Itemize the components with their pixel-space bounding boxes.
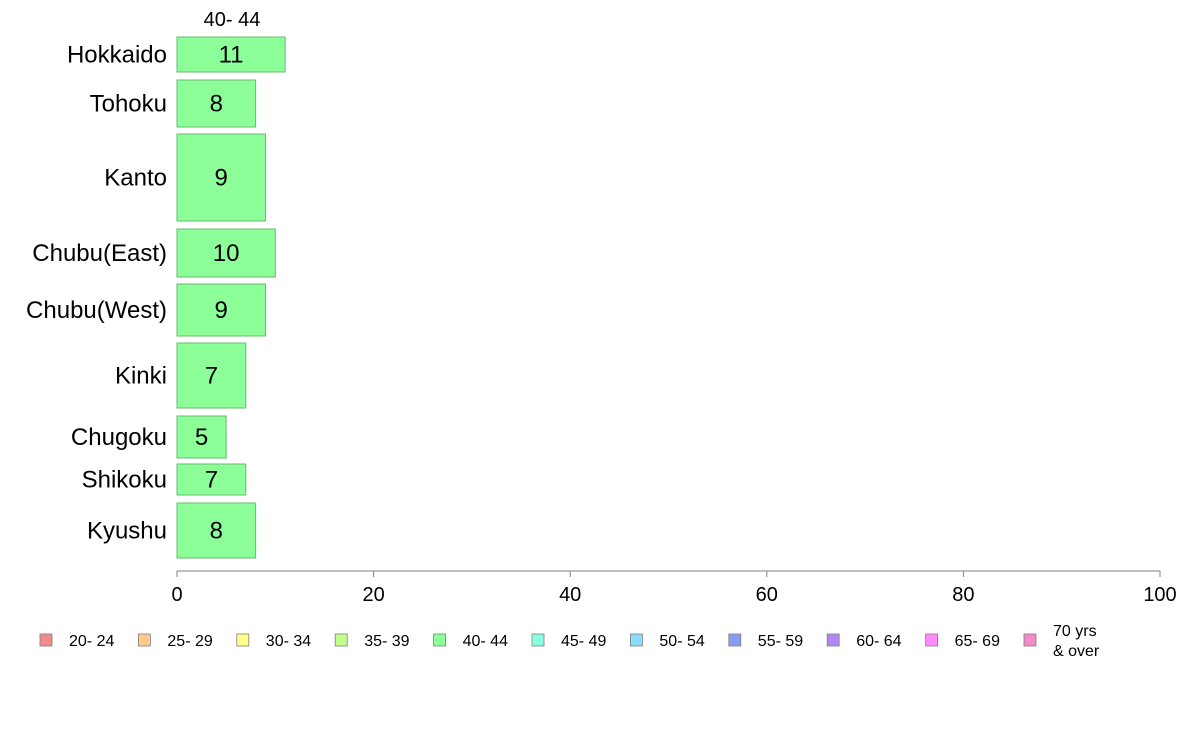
x-tick-label: 40 [559,584,581,606]
legend-swatch [728,633,742,647]
data-label: 7 [205,363,218,390]
bar [176,502,257,559]
category-label: Kyushu [87,518,167,545]
category-label: Shikoku [82,467,167,494]
x-tick-label: 0 [171,584,182,606]
series-header: 40- 44 [204,9,261,31]
x-tick-label: 20 [362,584,384,606]
legend: 20- 24 25- 29 30- 34 35- 39 40- 44 45- 49 50- … [39,623,1100,660]
legend-label: 25- 29 [167,633,212,650]
bars-layer: 40- 44 Hokkaido 11 Tohoku 8 Kanto 9 Chubu(East)… [26,9,286,559]
legend-label: 20- 24 [69,633,114,650]
legend-swatch [826,633,840,647]
legend-label: 55- 59 [758,633,803,650]
x-tick-label: 100 [1143,584,1176,606]
legend-swatch [39,633,53,647]
bar [176,415,227,459]
data-label: 10 [213,240,240,267]
category-label: Chubu(East) [32,240,167,267]
bar [176,283,266,337]
legend-swatch [334,633,348,647]
legend-label: 40- 44 [463,633,508,650]
data-label: 5 [195,424,208,451]
x-axis: 0 20 40 60 80 100 [171,570,1177,606]
legend-swatch [925,633,938,647]
category-label: Tohoku [90,91,167,118]
legend-swatch [236,633,250,647]
category-label: Chugoku [71,424,167,451]
data-label: 8 [210,91,223,118]
x-tick-label: 80 [952,584,974,606]
category-label: Hokkaido [67,42,167,69]
legend-label: 60- 64 [856,633,901,650]
data-label: 8 [210,518,223,545]
legend-label: 35- 39 [364,633,409,650]
category-label: Chubu(West) [26,297,167,324]
legend-label: 45- 49 [561,633,606,650]
legend-swatch [531,633,545,647]
legend-swatch [433,633,447,647]
category-label: Kinki [115,363,167,390]
data-label: 11 [219,42,244,69]
bar [176,79,257,128]
bar [176,342,247,409]
data-label: 7 [205,467,218,494]
bar [176,228,276,278]
data-label: 9 [215,165,228,192]
bar [176,36,286,73]
legend-label: 70 yrs & over [1053,623,1100,660]
bar [176,133,266,222]
legend-swatch [137,633,151,647]
legend-label: 65- 69 [955,633,1000,650]
legend-label: 50- 54 [659,633,704,650]
category-label: Kanto [104,165,167,192]
legend-label: 30- 34 [266,633,311,650]
data-label: 9 [215,297,228,324]
legend-swatch [1023,633,1037,647]
x-tick-label: 60 [756,584,778,606]
bar [176,463,247,496]
legend-swatch [630,633,643,647]
